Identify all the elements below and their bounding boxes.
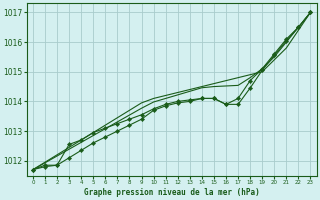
X-axis label: Graphe pression niveau de la mer (hPa): Graphe pression niveau de la mer (hPa): [84, 188, 260, 197]
